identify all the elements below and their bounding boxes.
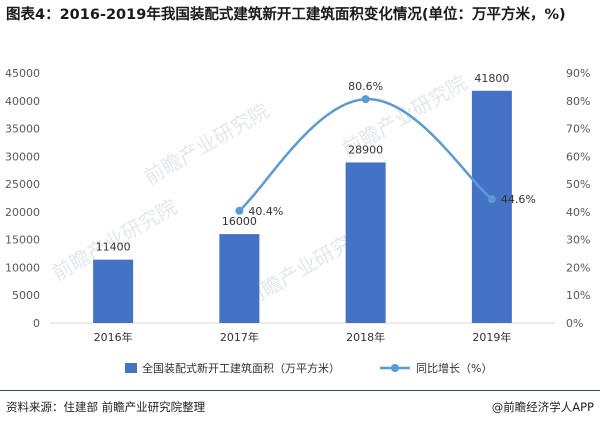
y-left-tick-label: 25000 xyxy=(5,178,40,191)
x-tick-label: 2017年 xyxy=(220,330,259,344)
brand-label: @前瞻经济学人APP xyxy=(491,400,594,414)
y-left-tick-label: 0 xyxy=(33,317,40,330)
bar-value-label: 11400 xyxy=(96,241,131,254)
legend-line-marker xyxy=(391,364,399,372)
y-right-tick-label: 10% xyxy=(566,289,590,302)
y-right-tick-label: 20% xyxy=(566,261,590,274)
y-left-tick-label: 5000 xyxy=(12,289,40,302)
source-note: 资料来源：住建部 前瞻产业研究院整理 xyxy=(6,400,206,414)
footer-divider xyxy=(0,390,600,391)
bar-2016年 xyxy=(93,259,134,323)
y-left-tick-label: 40000 xyxy=(5,95,40,108)
x-tick-label: 2019年 xyxy=(472,330,511,344)
chart-title: 图表4：2016-2019年我国装配式建筑新开工建筑面积变化情况(单位：万平方米… xyxy=(6,7,566,23)
y-right-tick-label: 0% xyxy=(566,317,583,330)
y-right-tick-label: 80% xyxy=(566,95,590,108)
bar-2017年 xyxy=(219,234,260,323)
bar-value-label: 16000 xyxy=(222,215,257,228)
legend-line-label: 同比增长（%） xyxy=(416,361,492,375)
growth-point-2018年 xyxy=(361,95,370,104)
y-left-tick-label: 30000 xyxy=(5,150,40,163)
y-right-tick-label: 60% xyxy=(566,150,590,163)
growth-point-2019年 xyxy=(487,195,496,204)
watermark-1: 前瞻产业研究院 xyxy=(140,99,273,190)
y-right-tick-label: 40% xyxy=(566,206,590,219)
growth-value-label: 44.6% xyxy=(501,193,536,206)
y-right-tick-label: 70% xyxy=(566,123,590,136)
bar-2018年 xyxy=(345,162,386,323)
growth-value-label: 40.4% xyxy=(248,205,283,218)
y-left-tick-label: 35000 xyxy=(5,123,40,136)
y-right-tick-label: 90% xyxy=(566,67,590,80)
y-left-tick-label: 20000 xyxy=(5,206,40,219)
bar-2019年 xyxy=(471,90,512,324)
y-right-tick-label: 50% xyxy=(566,178,590,191)
bar-value-label: 41800 xyxy=(474,72,509,85)
y-left-tick-label: 10000 xyxy=(5,261,40,274)
x-tick-label: 2018年 xyxy=(346,330,385,344)
legend-bar-label: 全国装配式新开工建筑面积（万平方米） xyxy=(142,361,340,375)
x-tick-label: 2016年 xyxy=(94,330,133,344)
bar-value-label: 28900 xyxy=(348,143,383,156)
legend-bar-swatch xyxy=(125,363,137,373)
growth-value-label: 80.6% xyxy=(348,80,383,93)
y-left-tick-label: 15000 xyxy=(5,234,40,247)
growth-point-2017年 xyxy=(235,206,244,215)
y-right-tick-label: 30% xyxy=(566,234,590,247)
y-left-tick-label: 45000 xyxy=(5,67,40,80)
